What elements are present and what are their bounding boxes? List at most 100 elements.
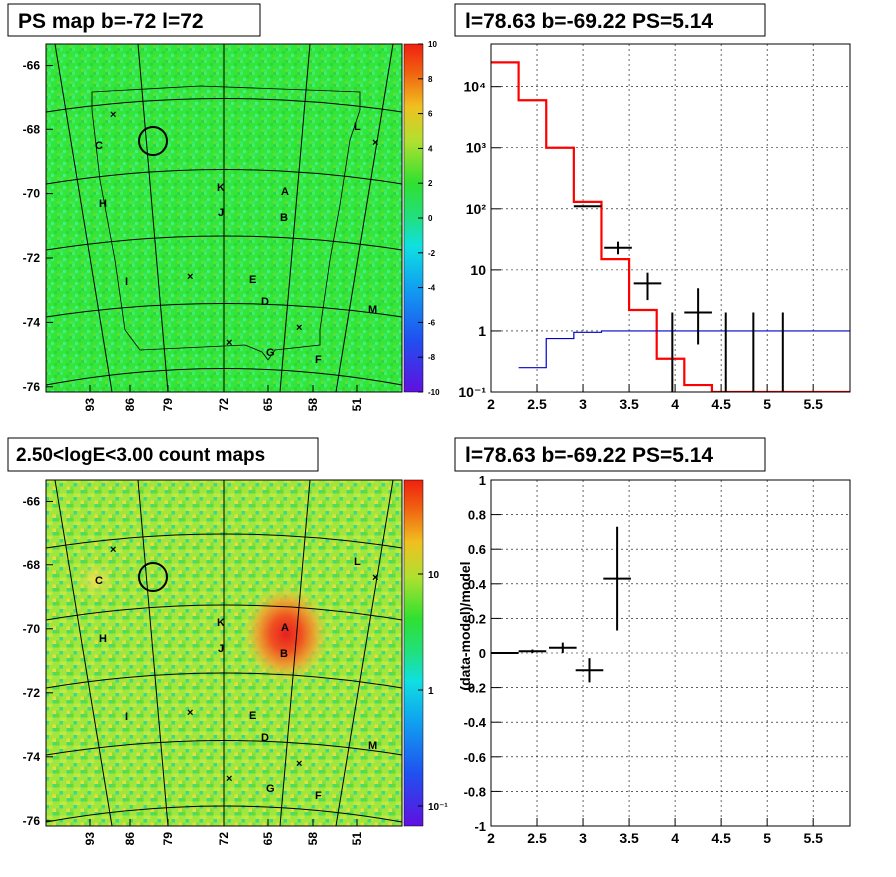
- x-tick-label: 72: [217, 832, 231, 846]
- svg-text:×: ×: [226, 337, 232, 349]
- ps-label-g: G: [266, 347, 275, 359]
- spectrum-data-point: [684, 288, 712, 345]
- ps-map-x-axis: 93 86 79 72 65 58 51: [83, 385, 364, 411]
- x-tick-label: 93: [83, 398, 97, 412]
- count-map-colorbar: [403, 479, 424, 827]
- residual-x-tick-label: 2: [487, 830, 495, 846]
- spectrum-series: [491, 61, 850, 392]
- spectrum-panel: 2 2.5 3 3.5 4 4.5 5 5.5 10⁻¹ 1 10 10² 10³ 10⁴ l=78.63…: [454, 3, 851, 412]
- count-map-grid: [46, 480, 402, 826]
- ps-label-f: F: [315, 354, 322, 366]
- cm-label-l: L: [354, 556, 361, 568]
- ps-label-h: H: [99, 198, 107, 210]
- cm-label-d: D: [261, 732, 269, 744]
- svg-text:×: ×: [296, 758, 302, 770]
- y-tick-label: -70: [23, 622, 41, 636]
- residual-y-tick-label: 0: [479, 646, 486, 661]
- ps-label-e: E: [249, 274, 256, 286]
- x-tick-label: 79: [161, 832, 175, 846]
- spectrum-y-tick-label: 10⁻¹: [458, 384, 486, 400]
- svg-text:×: ×: [296, 322, 302, 334]
- residual-y-tick-label: 0.2: [468, 611, 486, 626]
- ps-map-grid: [46, 44, 402, 392]
- residual-y-tick-label: -1: [474, 819, 486, 834]
- ps-label-l: L: [354, 121, 361, 133]
- svg-text:×: ×: [187, 271, 193, 283]
- count-map-cross-markers: × × × × ×: [110, 544, 378, 785]
- ps-map-cross-markers: × × × × ×: [110, 109, 378, 349]
- residual-data-points: [491, 526, 631, 683]
- residual-y-tick-label: 0.6: [468, 542, 486, 557]
- ps-label-i: I: [125, 276, 128, 288]
- cm-label-c: C: [95, 575, 103, 587]
- y-tick-label: -74: [23, 315, 41, 329]
- x-tick-label: 86: [123, 832, 137, 846]
- cm-label-m: M: [368, 740, 377, 752]
- ps-label-c: C: [95, 140, 103, 152]
- svg-text:×: ×: [187, 707, 193, 719]
- cm-label-h: H: [99, 633, 107, 645]
- spectrum-axes: 2 2.5 3 3.5 4 4.5 5 5.5 10⁻¹ 1 10 10² 10³ 10⁴: [458, 79, 823, 412]
- x-tick-label: 51: [350, 398, 364, 412]
- spectrum-x-tick-label: 5.5: [803, 396, 823, 412]
- residual-y-tick-label: 1: [479, 473, 486, 488]
- ps-bar-tick: -6: [428, 318, 436, 327]
- residual-x-tick-label: 3: [579, 830, 587, 846]
- residual-y-tick-label: 0.8: [468, 508, 486, 523]
- count-map-y-axis: -66 -68 -70 -72 -74 -76: [23, 494, 53, 828]
- y-tick-label: -74: [23, 750, 41, 764]
- spectrum-y-tick-label: 1: [478, 323, 486, 339]
- residual-title-box: [454, 437, 766, 472]
- residual-y-tick-label: -0.2: [464, 681, 486, 696]
- x-tick-label: 51: [350, 832, 364, 846]
- ps-bar-tick: 10: [428, 40, 437, 49]
- svg-text:×: ×: [110, 109, 116, 121]
- x-tick-label: 58: [306, 398, 320, 412]
- ps-label-d: D: [261, 296, 269, 308]
- cm-bar-tick-1: 1: [428, 686, 434, 697]
- residual-panel: 2 2.5 3 3.5 4 4.5 5 5.5 1 0.8 0.6 0.4 0.2 0 -0.2 -0.4 -0…: [454, 437, 851, 846]
- cm-label-f: F: [315, 790, 322, 802]
- x-tick-label: 65: [261, 832, 275, 846]
- ps-bar-tick: -4: [428, 284, 436, 293]
- residual-y-tick-label: 0.4: [468, 577, 487, 592]
- ps-label-b: B: [280, 212, 288, 224]
- spectrum-y-tick-label: 10⁴: [464, 79, 487, 95]
- x-tick-label: 58: [306, 832, 320, 846]
- y-tick-label: -66: [23, 59, 41, 73]
- spectrum-x-tick-label: 2: [487, 396, 495, 412]
- residual-data-point: [603, 526, 631, 631]
- x-tick-label: 72: [217, 398, 231, 412]
- count-map-hotspot: [242, 584, 330, 684]
- spectrum-y-tick-label: 10³: [466, 140, 487, 156]
- ps-map-panel: C H I K J A B E D G F L M ××× ×× -66-68-…: [7, 3, 440, 411]
- count-map-source-circle: [138, 562, 168, 592]
- x-tick-label: 93: [83, 832, 97, 846]
- residual-y-axis-label: (data-model)/model: [457, 561, 473, 690]
- spectrum-model-background-line: [518, 330, 850, 369]
- spectrum-data-point: [633, 272, 662, 301]
- spectrum-model-total-line: [491, 61, 850, 392]
- svg-text:×: ×: [110, 544, 116, 556]
- residual-y-tick-label: -0.8: [464, 784, 486, 799]
- ps-map-source-circle: [138, 126, 168, 156]
- residual-x-tick-label: 4.5: [711, 830, 731, 846]
- spectrum-x-tick-label: 3: [579, 396, 587, 412]
- ps-bar-tick: 2: [428, 179, 433, 188]
- residual-y-tick-label: -0.4: [464, 715, 487, 730]
- ps-map-title-box: [7, 3, 261, 37]
- residual-x-tick-label: 5.5: [803, 830, 823, 846]
- ps-label-a: A: [281, 186, 289, 198]
- residual-title: l=78.63 b=-69.22 PS=5.14: [465, 444, 713, 467]
- y-tick-label: -66: [23, 494, 41, 508]
- cm-label-k: K: [217, 617, 225, 629]
- spectrum-title-box: [454, 3, 766, 37]
- y-tick-label: -76: [23, 814, 41, 828]
- spectrum-x-tick-label: 5: [763, 396, 771, 412]
- spectrum-y-tick-label: 10²: [466, 201, 487, 217]
- residual-grid: [490, 479, 850, 827]
- ps-bar-tick: -2: [428, 249, 436, 258]
- cm-bar-tick-0.1: 10⁻¹: [428, 802, 448, 813]
- ps-bar-tick: 4: [428, 144, 433, 153]
